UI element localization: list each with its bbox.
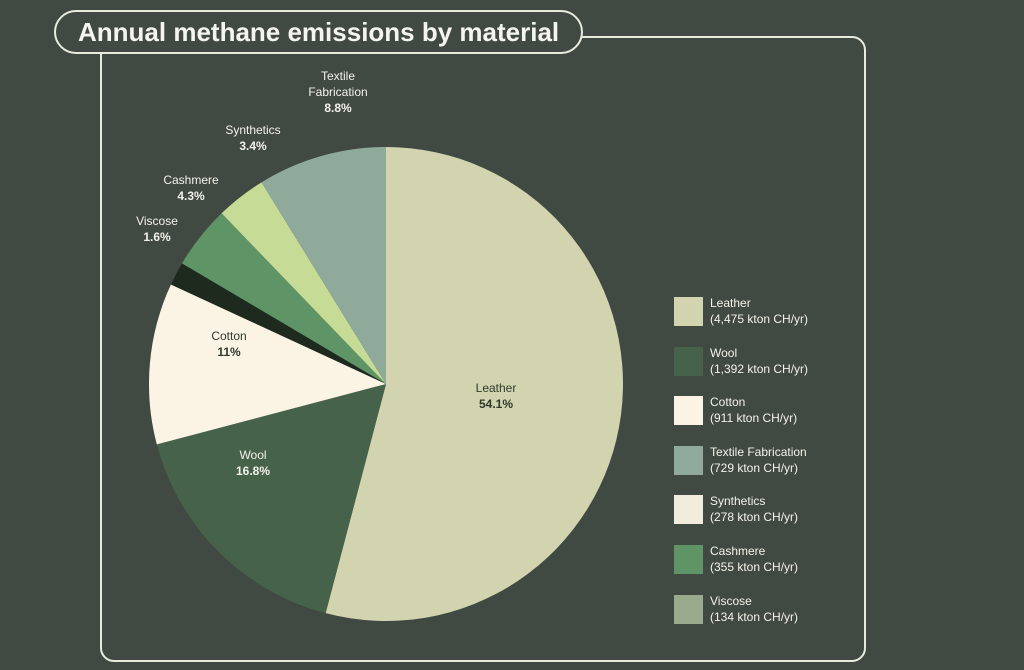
legend-name: Synthetics: [710, 494, 766, 509]
legend-detail: (355 kton CH/yr): [710, 559, 799, 574]
legend-label: Cashmere (355 kton CH/yr): [710, 543, 798, 575]
slice-label-leather: Leather: [476, 381, 517, 395]
slice-percent-leather: 54.1%: [479, 397, 513, 411]
pie-slice-cotton: [149, 284, 386, 445]
slice-percent-cotton: 11%: [217, 345, 241, 359]
slice-percent-viscose: 1.6%: [143, 230, 171, 244]
legend-detail: (729 kton CH/yr): [710, 460, 799, 475]
legend-swatch: [674, 346, 703, 376]
legend-detail: (134 kton CH/yr): [710, 609, 799, 624]
legend-swatch: [674, 445, 703, 475]
pie-slice-synthetics: [221, 182, 386, 384]
legend-name: Wool: [710, 345, 738, 360]
slice-label-cashmere: Cashmere: [163, 173, 219, 187]
slice-label-viscose: Viscose: [136, 214, 178, 228]
chart-title: Annual methane emissions by material: [54, 10, 584, 54]
slice-percent-wool: 16.8%: [236, 464, 270, 478]
legend-detail: (1,392 kton CH/yr): [710, 361, 809, 376]
slice-label-wool: Wool: [239, 448, 266, 462]
slice-label-cotton: Cotton: [211, 329, 246, 343]
legend-swatch: [674, 594, 703, 624]
legend-label: Leather (4,475 kton CH/yr): [710, 295, 808, 327]
legend-label: Textile Fabrication (729 kton CH/yr): [710, 444, 807, 476]
pie-slice-viscose: [170, 263, 386, 384]
slice-percent-textile-fabrication: 8.8%: [324, 101, 352, 115]
legend-label: Cotton (911 kton CH/yr): [710, 394, 797, 426]
legend-label: Wool (1,392 kton CH/yr): [710, 345, 808, 377]
legend-swatch: [674, 495, 703, 525]
legend-name: Leather: [710, 296, 751, 310]
legend-label: Synthetics (278 kton CH/yr): [710, 493, 798, 525]
pie-slice-textile-fabrication: [261, 147, 386, 384]
pie-slice-cashmere: [182, 213, 386, 384]
legend-detail: (911 kton CH/yr): [710, 411, 798, 426]
slice-label-textile-fabrication: Fabrication: [308, 85, 367, 99]
legend-swatch: [674, 396, 703, 426]
slice-percent-synthetics: 3.4%: [239, 139, 267, 153]
legend-name: Cotton: [710, 395, 746, 410]
slice-percent-cashmere: 4.3%: [177, 189, 205, 203]
legend-swatch: [674, 297, 703, 326]
pie-slice-leather: [325, 147, 623, 621]
legend-name: Viscose: [710, 593, 752, 608]
legend-name: Cashmere: [710, 543, 766, 558]
legend-name: Textile Fabrication: [710, 444, 807, 459]
legend-detail: (278 kton CH/yr): [710, 510, 799, 525]
legend-detail: (4,475 kton CH/yr): [710, 312, 809, 326]
pie-slice-wool: [156, 384, 386, 614]
slice-label-synthetics: Synthetics: [225, 123, 280, 137]
slice-label-textile-fabrication: Textile: [321, 69, 355, 83]
legend-swatch: [674, 544, 703, 574]
legend-label: Viscose (134 kton CH/yr): [710, 593, 798, 625]
